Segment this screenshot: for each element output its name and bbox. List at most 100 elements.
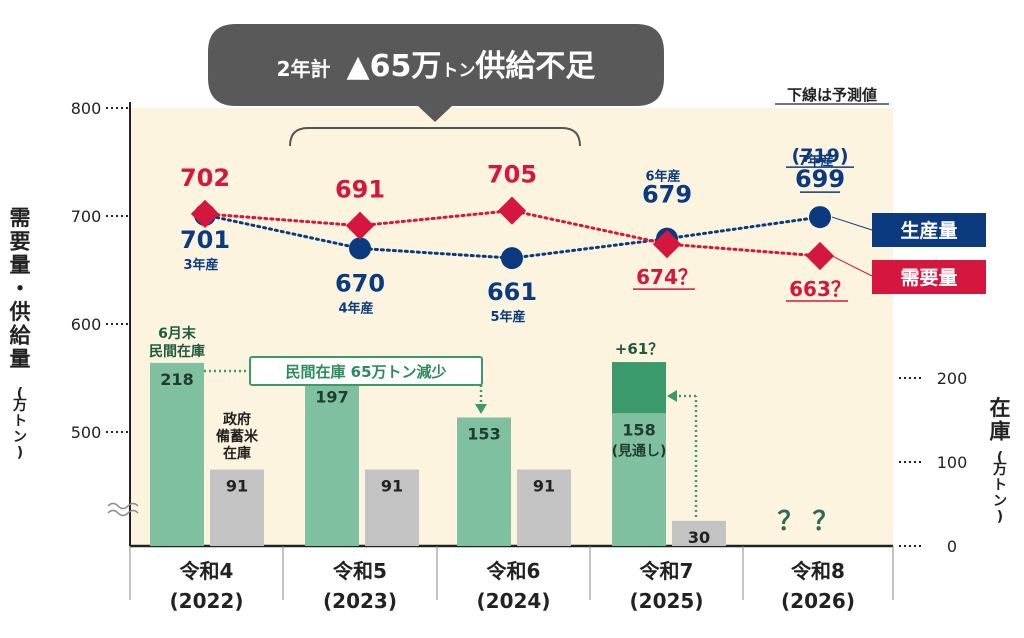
svg-text:): ): [997, 509, 1003, 525]
gov-stock-bar: [672, 520, 726, 546]
gov-stock-label: 30: [688, 528, 710, 547]
banner-unit: トン: [441, 61, 475, 81]
forecast-note: 下線は予測値: [787, 86, 877, 104]
svg-text:ト: ト: [993, 478, 1007, 494]
category-year-label: (2022): [170, 589, 244, 613]
crop-year-label: 7年産: [798, 153, 833, 169]
gov-stock-label: 91: [533, 477, 555, 496]
demand-value-label: 705: [487, 161, 537, 189]
private-stock-bar: [150, 362, 204, 546]
left-tick-label: 600: [71, 315, 102, 334]
svg-text:ン: ン: [993, 493, 1007, 509]
private-stock-label: 158: [622, 420, 655, 439]
demand-point: [652, 229, 682, 259]
production-point: [501, 247, 523, 270]
private-stock-caption: 6月末: [158, 325, 197, 342]
banner-box: [208, 24, 664, 122]
private-stock-bar: [612, 413, 666, 546]
right-tick-label: 0: [947, 537, 957, 556]
private-stock-label: 218: [160, 370, 193, 389]
gov-stock-label: 91: [381, 477, 403, 496]
left-tick-label: 800: [71, 99, 102, 118]
increase-label: +61？: [615, 340, 663, 358]
banner-main: ▲65万: [347, 49, 442, 84]
left-axis-title: 需要量・供給量: [9, 206, 32, 371]
svg-text:(: (: [997, 450, 1003, 466]
crop-year-label: 5年産: [490, 309, 525, 325]
gov-stock-bar: [365, 469, 419, 546]
right-axis-unit-close: ): [997, 509, 1003, 525]
crop-year-label: 4年産: [338, 300, 373, 316]
legend-leader-production: [831, 216, 873, 231]
demand-value-label: 674？: [636, 265, 698, 289]
svg-text:供: 供: [9, 300, 31, 324]
svg-text:ン: ン: [13, 429, 27, 445]
right-axis-unit-open: (: [997, 450, 1003, 466]
banner-prefix: 2年計: [277, 57, 331, 81]
gov-stock-label: 91: [226, 477, 248, 496]
legend-demand-label: 需要量: [900, 267, 957, 289]
right-axis-title: 在庫: [990, 396, 1011, 444]
production-value-label: 699: [795, 165, 845, 193]
gov-stock-bar: [517, 469, 571, 546]
gov-stock-caption: 備蓄米: [216, 428, 259, 445]
category-year-label: (2026): [781, 589, 855, 613]
left-tick-label: 700: [71, 207, 102, 226]
legend-leader-demand: [831, 255, 873, 277]
demand-value-label: 702: [180, 164, 230, 192]
right-tick-label: 100: [937, 453, 968, 472]
axis-break-icon: [107, 502, 139, 517]
production-value-label: 701: [180, 226, 230, 254]
category-year-label: (2024): [477, 589, 551, 613]
category-label: 令和7: [640, 559, 694, 583]
private-stock-bar: [457, 417, 511, 546]
left-axis-unit-open: (: [17, 386, 23, 402]
gov-stock-caption: 政府: [223, 411, 251, 428]
svg-text:万: 万: [992, 462, 1007, 478]
production-point: [809, 206, 831, 229]
category-year-label: (2023): [323, 589, 397, 613]
production-value-label: 679: [642, 181, 692, 209]
private-stock-label: 197: [315, 388, 348, 407]
demand-point: [805, 241, 835, 271]
gov-stock-bar: [210, 469, 264, 546]
banner-suffix: 供給不足: [474, 49, 595, 84]
legend-production-label: 生産量: [900, 219, 957, 242]
svg-text:): ): [17, 445, 23, 461]
transfer-arrow-head: [667, 390, 677, 402]
category-label: 令和8: [791, 559, 845, 583]
left-axis-unit-close: ): [17, 445, 23, 461]
callout-arrow-head: [475, 404, 487, 414]
svg-text:量: 量: [10, 347, 31, 371]
category-label: 令和6: [487, 559, 541, 583]
svg-text:(: (: [17, 386, 23, 402]
demand-value-label: 663？: [789, 277, 851, 301]
banner-text: 2年計 ▲65万トン供給不足: [277, 49, 596, 84]
svg-text:給: 給: [10, 324, 32, 348]
production-value-label: 661: [487, 278, 537, 306]
legend-demand: [872, 260, 986, 294]
right-axis-unit: 万トン: [992, 462, 1007, 509]
right-tick-label: 200: [937, 369, 968, 388]
left-tick-label: 500: [71, 423, 102, 442]
gov-stock-caption: 在庫: [223, 445, 251, 462]
private-stock-label: 153: [467, 424, 500, 443]
svg-text:量: 量: [10, 253, 31, 277]
production-value-label: 670: [335, 269, 385, 297]
svg-text:ト: ト: [13, 414, 27, 430]
production-point: [349, 237, 371, 260]
crop-year-label: 6年産: [645, 169, 680, 185]
left-axis-unit: 万トン: [12, 398, 27, 445]
category-label: 令和5: [333, 559, 387, 583]
svg-text:・: ・: [10, 277, 31, 301]
unknown-label: ？ ？: [777, 507, 838, 537]
category-label: 令和4: [180, 559, 234, 583]
estimate-label: (見通し): [612, 443, 667, 459]
private-stock-bar: [305, 380, 359, 546]
svg-text:需: 需: [10, 206, 31, 230]
callout-text: 民間在庫 65万トン減少: [285, 363, 446, 381]
legend-production: [872, 213, 986, 247]
demand-value-label: 691: [335, 176, 385, 204]
